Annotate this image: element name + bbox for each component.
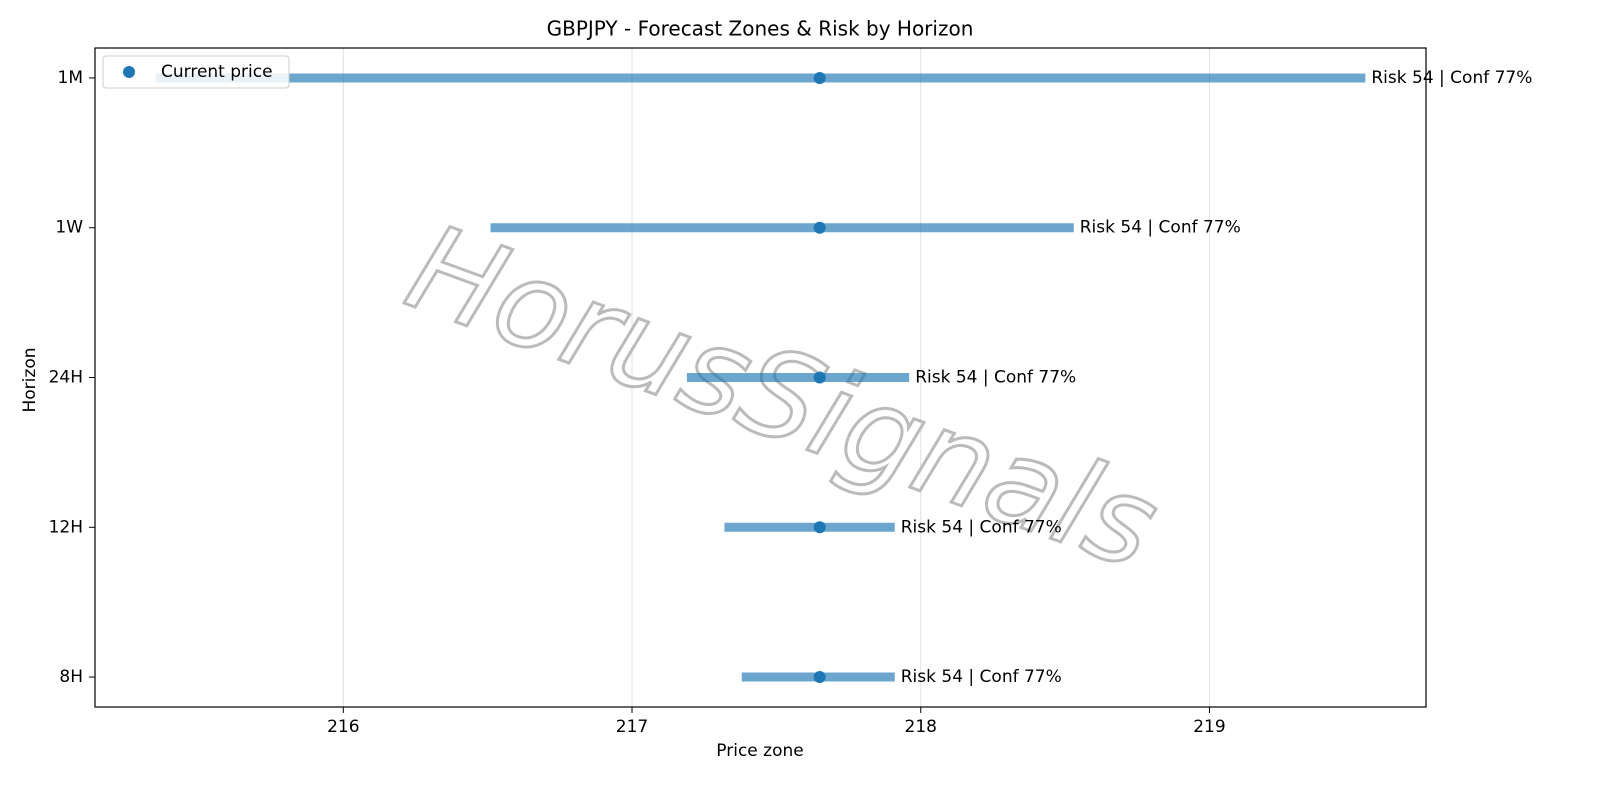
y-tick-label: 1W (55, 218, 83, 238)
y-tick-label: 12H (49, 517, 83, 537)
legend-box (102, 55, 290, 89)
annotation: Risk 54 | Conf 77% (901, 517, 1062, 537)
x-tick-label: 218 (905, 717, 937, 737)
annotation: Risk 54 | Conf 77% (1371, 68, 1532, 88)
annotation: Risk 54 | Conf 77% (1080, 218, 1241, 238)
current-price-dot (813, 671, 826, 684)
y-axis-label: Horizon (20, 348, 40, 413)
annotation: Risk 54 | Conf 77% (901, 667, 1062, 687)
y-tick-label: 1M (58, 68, 83, 88)
chart-title: GBPJPY - Forecast Zones & Risk by Horizo… (547, 17, 974, 41)
y-tick-label: 8H (59, 667, 83, 687)
plot-frame (94, 47, 1427, 708)
legend-marker (123, 66, 135, 78)
current-price-dot (813, 521, 826, 534)
x-tick-label: 219 (1193, 717, 1225, 737)
current-price-dot (813, 371, 826, 384)
x-axis-label: Price zone (716, 741, 803, 761)
x-tick-label: 217 (616, 717, 648, 737)
x-tick-label: 216 (327, 717, 359, 737)
y-tick-label: 24H (49, 368, 83, 388)
current-price-dot (813, 71, 826, 84)
legend: Current price (102, 55, 290, 89)
annotation: Risk 54 | Conf 77% (915, 368, 1076, 388)
current-price-dot (813, 221, 826, 234)
legend-label: Current price (161, 62, 273, 82)
